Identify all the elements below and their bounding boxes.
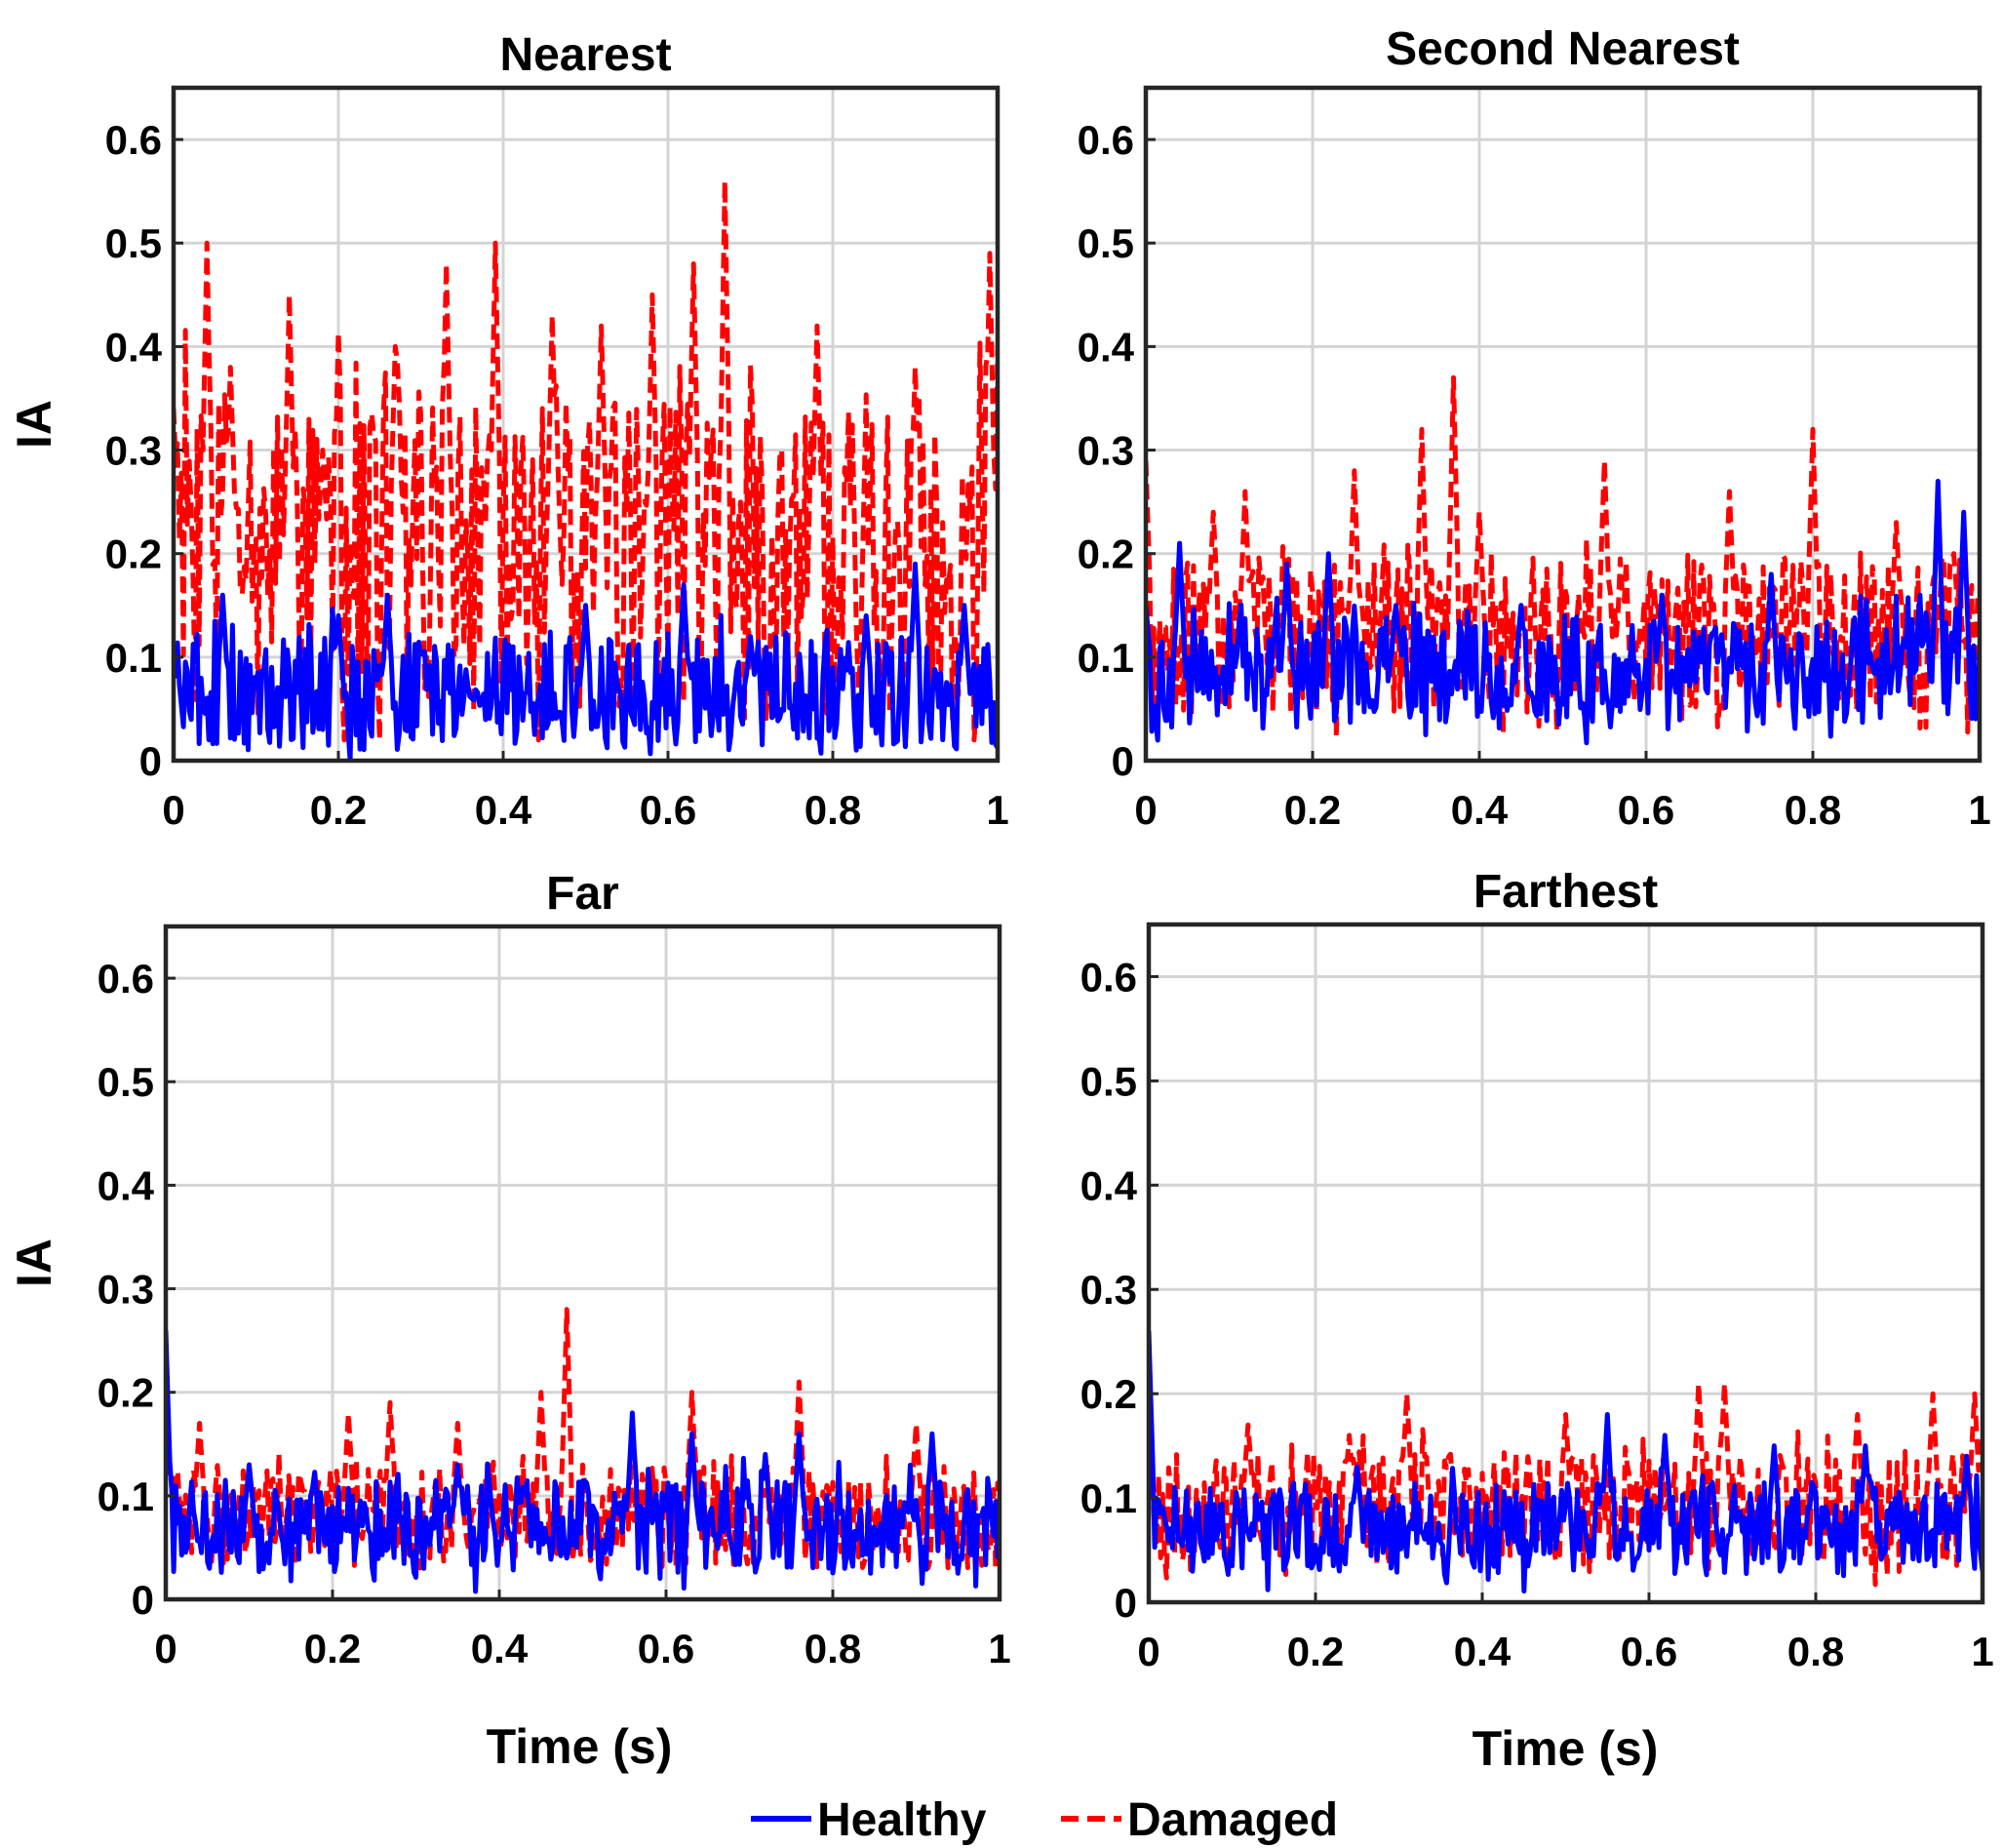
y-tick-label: 0.4 (98, 1162, 155, 1208)
axes-frame (1143, 85, 1983, 764)
series-line-healthy (1149, 1330, 1983, 1594)
x-tick-label: 1 (1968, 787, 1990, 833)
y-tick-label: 0.3 (1078, 428, 1134, 474)
x-tick-label: 0.2 (304, 1626, 361, 1671)
y-tick-label: 0.3 (1080, 1267, 1137, 1313)
x-tick-label: 1 (988, 1626, 1010, 1671)
panel-second-nearest: 0 0.2 0.4 0.6 0.8 1 0 0.1 0.2 0.3 0.4 0.5 0.6 Second … (1078, 23, 1991, 833)
series-line-damaged (174, 178, 998, 743)
y-tick-label: 0.6 (1080, 954, 1137, 1000)
x-tick-label: 0.6 (1621, 1629, 1677, 1674)
panel-title: Far (546, 868, 619, 920)
y-tick-label: 0 (1112, 738, 1134, 784)
y-tick-label: 0.5 (105, 220, 162, 266)
x-tick-label: 1 (1971, 1629, 1993, 1674)
x-tick-label: 0.4 (1454, 1629, 1512, 1674)
y-tick-label: 0.2 (105, 531, 162, 577)
panel-nearest: 0 0.2 0.4 0.6 0.8 1 0 0.1 0.2 0.3 0.4 0.5 0.6 Nearest… (7, 29, 1009, 833)
panel-title: Farthest (1473, 866, 1658, 918)
y-tick-label: 0.4 (105, 324, 163, 370)
panel-title: Nearest (499, 29, 671, 81)
axes-frame (163, 924, 1002, 1602)
y-tick-label: 0 (139, 738, 162, 784)
x-tick-label: 0 (1137, 1629, 1159, 1674)
y-tick-label: 0.2 (98, 1370, 154, 1416)
y-tick-label: 0.6 (105, 117, 162, 163)
x-tick-label: 0.6 (1618, 787, 1674, 833)
panel-far: 0 0.2 0.4 0.6 0.8 1 0 0.1 0.2 0.3 0.4 0.5 0.6 Far IA Ti… (7, 868, 1011, 1774)
x-tick-label: 1 (986, 787, 1008, 833)
panel-title: Second Nearest (1386, 23, 1740, 75)
y-tick-label: 0.5 (1080, 1058, 1137, 1104)
x-tick-label: 0.2 (1284, 787, 1341, 833)
x-tick-label: 0.2 (1287, 1629, 1344, 1674)
x-tick-label: 0.8 (805, 1626, 861, 1671)
x-tick-label: 0 (162, 787, 184, 833)
x-tick-label: 0.8 (1785, 787, 1841, 833)
axes-frame (171, 85, 1001, 764)
x-tick-label: 0 (1134, 787, 1157, 833)
y-tick-label: 0.3 (98, 1267, 154, 1313)
series-line-healthy (1146, 478, 1980, 746)
x-tick-label: 0 (154, 1626, 177, 1671)
y-tick-label: 0.4 (1080, 1162, 1138, 1208)
y-axis-label: IA (7, 400, 61, 449)
y-tick-label: 0.1 (1080, 1475, 1137, 1521)
series-line-healthy (174, 561, 998, 761)
x-tick-label: 0.8 (805, 787, 861, 833)
y-tick-label: 0.2 (1078, 531, 1134, 577)
legend: Healthy Damaged (751, 1794, 1338, 1846)
x-tick-label: 0.4 (1451, 787, 1509, 833)
y-axis-label: IA (7, 1239, 61, 1287)
y-tick-label: 0.1 (1078, 635, 1134, 681)
legend-damaged-label: Damaged (1127, 1794, 1338, 1846)
y-tick-label: 0.6 (98, 956, 154, 1002)
series-line-damaged (166, 1307, 1000, 1571)
y-tick-label: 0.3 (105, 428, 162, 474)
panel-farthest: 0 0.2 0.4 0.6 0.8 1 0 0.1 0.2 0.3 0.4 0.5 0.6 Farthes… (1080, 866, 1994, 1776)
y-tick-label: 0 (132, 1577, 154, 1623)
x-tick-label: 0.2 (310, 787, 367, 833)
x-tick-label: 0.8 (1787, 1629, 1844, 1674)
y-tick-label: 0.4 (1078, 324, 1135, 370)
y-tick-label: 0.5 (1078, 220, 1134, 266)
x-tick-label: 0.6 (638, 1626, 694, 1671)
x-tick-label: 0.4 (471, 1626, 529, 1671)
y-tick-label: 0 (1115, 1580, 1137, 1626)
axes-frame (1146, 922, 1985, 1605)
y-tick-label: 0.5 (98, 1059, 154, 1105)
x-tick-label: 0.4 (475, 787, 532, 833)
x-axis-label: Time (s) (1473, 1721, 1659, 1776)
y-tick-label: 0.1 (98, 1474, 154, 1519)
x-tick-label: 0.6 (640, 787, 696, 833)
legend-healthy-label: Healthy (817, 1794, 987, 1846)
y-tick-label: 0.2 (1080, 1371, 1137, 1417)
y-tick-label: 0.6 (1078, 117, 1134, 163)
series-line-healthy (166, 1329, 1000, 1594)
y-tick-label: 0.1 (105, 635, 162, 681)
x-axis-label: Time (s) (487, 1719, 673, 1774)
